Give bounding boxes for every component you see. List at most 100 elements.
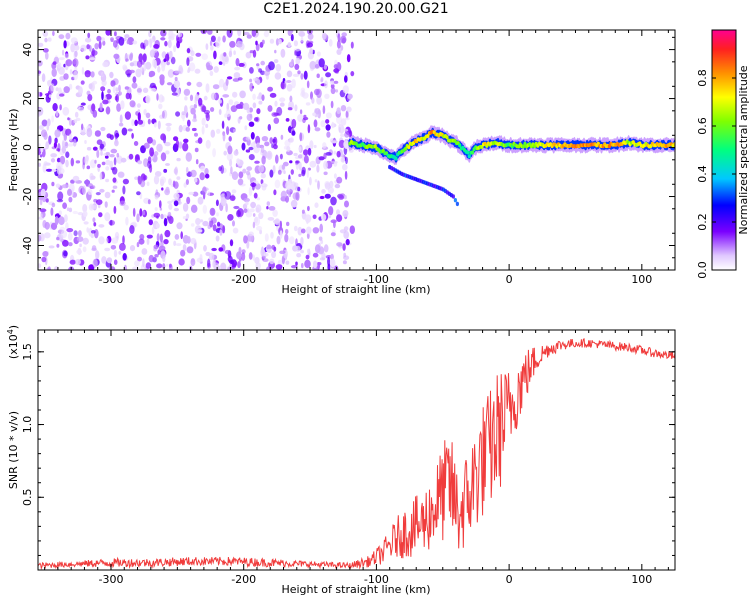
signal-mark <box>467 154 471 159</box>
noise-blob <box>56 236 60 241</box>
noise-blob <box>192 118 198 123</box>
noise-blob <box>182 244 187 252</box>
noise-blob <box>105 237 109 244</box>
noise-blob <box>209 70 214 76</box>
noise-blob <box>44 232 51 239</box>
noise-blob <box>342 243 346 251</box>
noise-blob <box>248 186 253 196</box>
noise-blob <box>319 195 325 200</box>
noise-blob <box>269 137 274 144</box>
noise-blob <box>336 107 341 115</box>
noise-blob <box>57 62 62 69</box>
noise-blob <box>63 73 69 80</box>
noise-blob <box>309 60 317 70</box>
noise-blob <box>151 139 157 146</box>
noise-blob <box>175 139 180 149</box>
noise-blob <box>191 127 197 132</box>
noise-blob <box>68 117 72 126</box>
noise-blob <box>91 103 96 112</box>
x-tick-label: 100 <box>631 573 652 586</box>
noise-blob <box>207 30 213 35</box>
noise-blob <box>167 211 172 217</box>
noise-blob <box>289 160 293 164</box>
noise-blob <box>327 256 331 267</box>
noise-blob <box>227 145 233 155</box>
noise-blob <box>266 244 272 250</box>
noise-blob <box>77 247 82 256</box>
noise-blob <box>204 168 209 175</box>
noise-blob <box>110 148 118 154</box>
noise-blob <box>186 236 191 244</box>
noise-blob <box>321 32 327 40</box>
noise-blob <box>96 35 102 42</box>
noise-blob <box>317 180 320 190</box>
noise-blob <box>113 259 118 266</box>
noise-blob <box>209 40 213 47</box>
noise-blob <box>136 191 141 196</box>
noise-blob <box>56 243 60 248</box>
noise-blob <box>63 250 68 257</box>
noise-blob <box>307 187 310 196</box>
noise-blob <box>293 40 298 47</box>
noise-blob <box>330 232 336 237</box>
noise-blob <box>64 214 68 223</box>
noise-blob <box>131 132 134 139</box>
noise-blob <box>256 108 261 115</box>
noise-blob <box>112 185 118 189</box>
noise-blob <box>58 216 65 226</box>
noise-blob <box>275 154 279 164</box>
noise-blob <box>220 196 227 207</box>
noise-blob <box>104 191 111 199</box>
noise-blob <box>110 80 116 87</box>
noise-blob <box>321 189 326 194</box>
noise-blob <box>64 141 69 149</box>
noise-blob <box>245 136 250 141</box>
noise-blob <box>73 230 78 237</box>
noise-blob <box>182 216 188 220</box>
noise-blob <box>54 129 61 138</box>
noise-blob <box>74 50 78 58</box>
noise-blob <box>232 227 239 234</box>
noise-blob <box>147 156 152 164</box>
noise-blob <box>232 128 236 133</box>
noise-blob <box>269 169 274 178</box>
noise-blob <box>243 208 248 214</box>
noise-blob <box>78 230 82 237</box>
noise-blob <box>316 51 321 57</box>
noise-blob <box>346 106 352 113</box>
noise-blob <box>237 261 241 269</box>
noise-blob <box>180 231 183 240</box>
noise-blob <box>269 258 275 265</box>
noise-blob <box>153 244 159 250</box>
noise-blob <box>225 78 229 87</box>
noise-blob <box>190 258 196 267</box>
noise-blob <box>219 229 223 236</box>
noise-blob <box>232 91 238 98</box>
noise-blob <box>229 159 233 167</box>
noise-blob <box>261 39 265 45</box>
noise-blob <box>97 163 101 168</box>
noise-blob <box>350 71 355 77</box>
noise-blob <box>203 109 210 115</box>
noise-blob <box>301 166 306 175</box>
noise-blob <box>271 143 274 149</box>
noise-blob <box>279 230 283 239</box>
noise-blob <box>112 85 116 94</box>
noise-blob <box>101 71 104 78</box>
noise-blob <box>300 36 304 44</box>
noise-blob <box>234 66 241 71</box>
noise-blob <box>114 95 118 101</box>
noise-blob <box>277 169 282 175</box>
noise-blob <box>101 161 106 166</box>
noise-blob <box>101 79 107 87</box>
noise-blob <box>136 86 143 95</box>
noise-blob <box>284 139 291 147</box>
noise-blob <box>140 42 145 49</box>
noise-blob <box>56 148 60 152</box>
noise-blob <box>83 221 89 225</box>
noise-blob <box>260 70 265 76</box>
noise-blob <box>88 83 93 90</box>
noise-blob <box>207 191 211 197</box>
noise-blob <box>241 142 246 151</box>
noise-blob <box>307 124 311 134</box>
